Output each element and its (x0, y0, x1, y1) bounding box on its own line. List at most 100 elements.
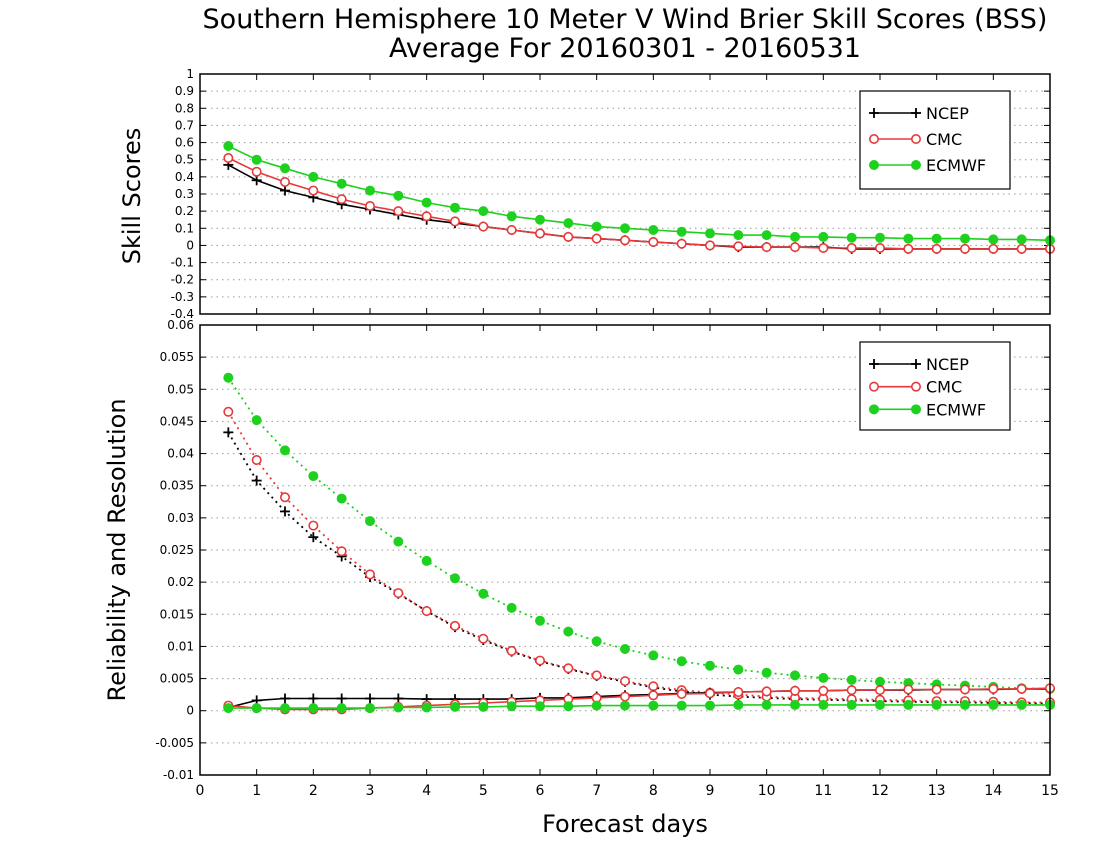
legend: NCEP CMC ECMWF (859, 90, 1011, 190)
data-point-cmc-solid (449, 216, 460, 227)
data-point-cmc-solid (336, 194, 347, 205)
data-point-ecmwf-solid (875, 699, 885, 710)
data-point-ecmwf-dotted (223, 372, 234, 383)
data-point-cmc-solid (648, 237, 659, 248)
data-point-ecmwf-solid (535, 701, 545, 712)
y-tick-label: -0.2 (171, 273, 194, 287)
y-tick-label: 0.015 (160, 607, 194, 621)
data-point-ecmwf-solid (620, 700, 630, 711)
legend: NCEP CMC ECMWF (859, 341, 1011, 431)
x-tick-label: 14 (984, 783, 1002, 799)
y-tick-label: 1 (186, 67, 194, 81)
y-tick-label: 0.3 (175, 187, 194, 201)
y-tick-label: 0.045 (160, 414, 194, 428)
data-point-ncep-dotted (251, 475, 262, 486)
y-tick-label: -0.3 (171, 290, 194, 304)
data-point-ecmwf-solid (450, 701, 460, 712)
y-tick-label: 0.005 (160, 672, 194, 686)
series-line-cmc-dotted (227, 411, 1050, 704)
data-point-ecmwf-dotted (790, 670, 800, 681)
data-point-ecmwf-solid (393, 190, 404, 201)
data-point-ncep-solid (336, 693, 347, 704)
data-point-cmc-solid (761, 242, 772, 253)
x-tick-label: 12 (871, 783, 889, 799)
legend-marker (911, 359, 921, 369)
y-tick-label: 0.9 (175, 84, 194, 98)
y-tick-label: 0.5 (175, 153, 194, 167)
legend-marker (869, 108, 879, 118)
data-point-ncep-solid (393, 693, 404, 704)
y-tick-label: 0 (186, 238, 194, 252)
plot-frame (199, 73, 1051, 315)
x-tick-label: 5 (479, 783, 488, 799)
data-point-cmc-solid (534, 228, 545, 239)
data-point-ecmwf-solid (393, 702, 404, 713)
data-point-ecmwf-solid (478, 206, 489, 217)
data-point-cmc-solid (789, 242, 800, 253)
x-tick-label: 10 (758, 783, 776, 799)
data-point-ecmwf-solid (1016, 699, 1027, 710)
data-point-cmc-solid (733, 241, 744, 252)
legend-entry-cmc: CMC (926, 130, 962, 149)
plot-frame (199, 324, 1051, 776)
y-tick-label: -0.01 (163, 768, 194, 782)
data-point-ecmwf-dotted (875, 676, 885, 687)
data-point-cmc-solid (988, 683, 999, 694)
data-point-cmc-dotted (534, 655, 545, 666)
data-point-cmc-dotted (393, 588, 404, 599)
legend-entry-ncep: NCEP (926, 104, 969, 123)
data-point-cmc-dotted (336, 546, 347, 557)
data-point-ncep-dotted (308, 532, 319, 543)
data-point-ecmwf-dotted (251, 415, 262, 426)
data-point-ecmwf-solid (988, 699, 999, 710)
reliability-resolution-panel: -0.01 -0.005 0 0.005 0.01 0.015 0.02 0.025 0.03 0… (155, 318, 1059, 799)
data-point-ecmwf-solid (846, 699, 857, 710)
data-point-ecmwf-solid (591, 700, 602, 711)
data-point-ecmwf-solid (931, 699, 942, 710)
data-point-cmc-solid (846, 243, 857, 254)
data-point-ecmwf-dotted (846, 674, 857, 685)
legend-marker (869, 359, 879, 369)
data-point-ecmwf-solid (931, 233, 942, 244)
data-point-ecmwf-solid (421, 702, 432, 713)
x-axis-label: Forecast days (542, 810, 708, 838)
y-tick-label: 0.1 (175, 221, 194, 235)
data-point-ecmwf-dotted (336, 493, 347, 504)
chart-subtitle: Average For 20160301 - 20160531 (389, 33, 861, 64)
y-tick-label: 0.2 (175, 204, 194, 218)
data-point-cmc-solid (676, 238, 687, 249)
data-point-ecmwf-solid (846, 232, 857, 243)
y-tick-label: 0.035 (160, 479, 194, 493)
data-point-cmc-solid (903, 684, 914, 695)
data-point-ecmwf-dotted (308, 471, 319, 482)
data-point-ecmwf-solid (251, 703, 262, 714)
data-point-ncep-solid (365, 693, 375, 704)
data-point-cmc-solid (789, 685, 800, 696)
top-panel-y-axis-label: Skill Scores (118, 128, 146, 265)
data-point-ecmwf-dotted (733, 664, 744, 675)
x-tick-label: 7 (592, 783, 601, 799)
y-tick-label: 0.025 (160, 543, 194, 557)
legend-marker (869, 160, 879, 170)
data-point-cmc-dotted (619, 676, 630, 687)
legend-entry-ncep: NCEP (926, 355, 969, 374)
data-point-ecmwf-solid (903, 233, 914, 244)
data-point-ncep-dotted (223, 427, 234, 438)
data-point-ecmwf-solid (733, 230, 744, 241)
data-point-ecmwf-dotted (761, 667, 772, 678)
skill-scores-panel: -0.4 -0.3 -0.2 -0.1 0 0.1 0.2 0.3 0.4 0.5 0.6 0.7 0.… (171, 67, 1056, 321)
data-point-cmc-solid (676, 688, 687, 699)
data-point-cmc-solid (393, 206, 404, 217)
data-point-cmc-solid (251, 166, 262, 177)
y-tick-label: 0.01 (167, 639, 194, 653)
data-point-ecmwf-dotted (591, 636, 602, 647)
data-point-ecmwf-solid (336, 703, 347, 714)
data-point-ecmwf-solid (960, 233, 970, 244)
data-point-cmc-dotted (223, 406, 234, 417)
data-point-ecmwf-solid (308, 703, 319, 714)
data-point-ecmwf-dotted (393, 536, 404, 547)
y-tick-label: 0 (186, 704, 194, 718)
y-tick-label: -0.005 (155, 736, 194, 750)
data-point-cmc-dotted (449, 620, 460, 631)
y-tick-label: 0.04 (167, 447, 194, 461)
